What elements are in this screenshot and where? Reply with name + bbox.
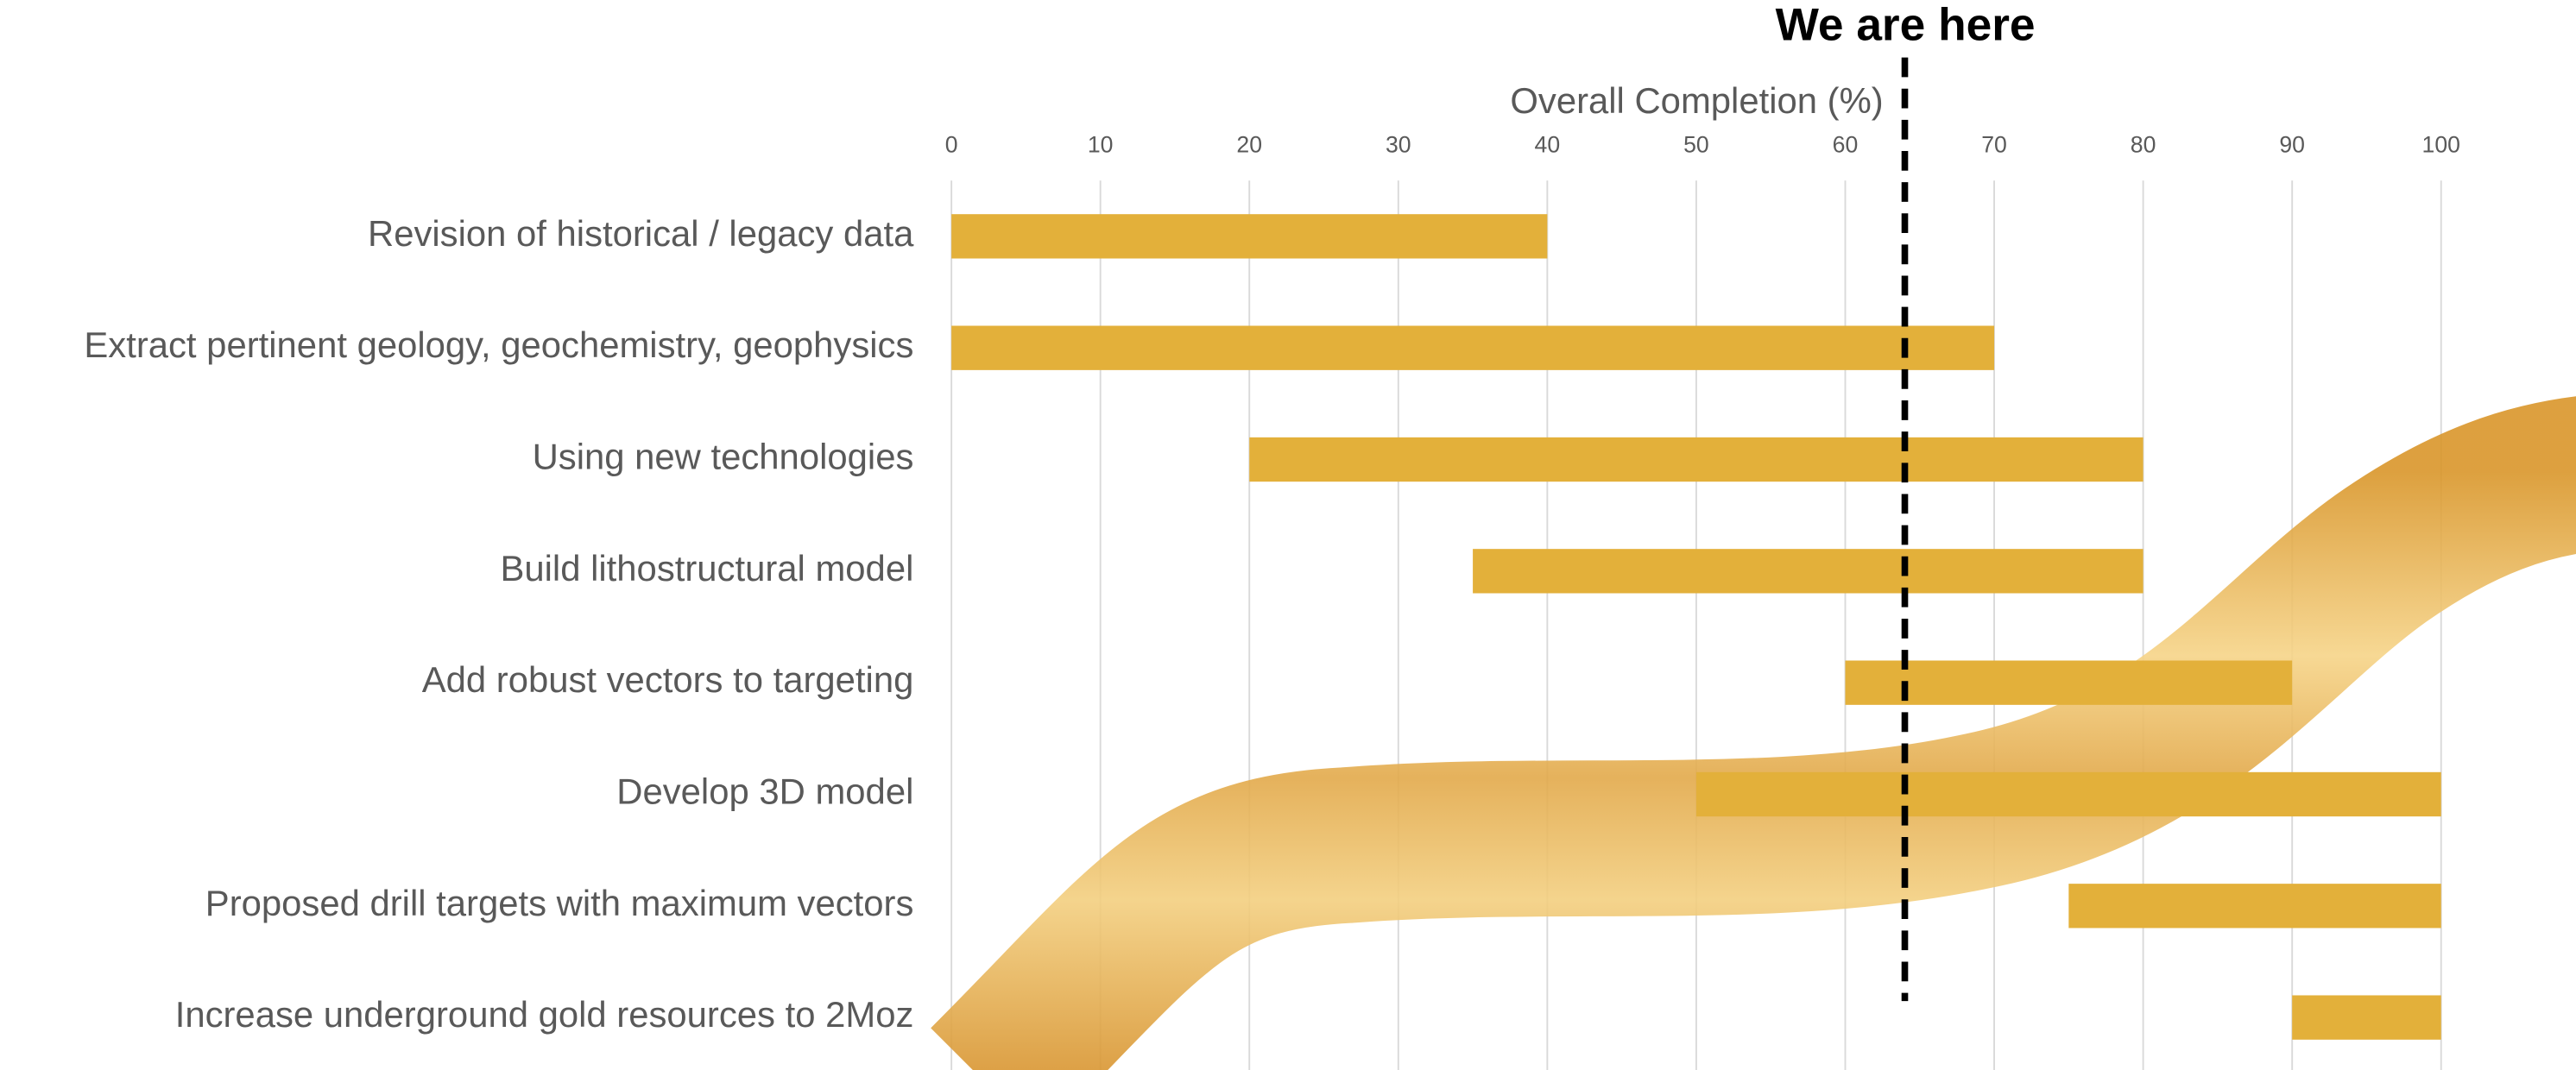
category-label: Proposed drill targets with maximum vect… [205, 883, 914, 923]
x-tick-label: 20 [1236, 131, 1262, 157]
x-tick-label: 60 [1833, 131, 1859, 157]
x-tick-label: 0 [945, 131, 958, 157]
category-label: Using new technologies [533, 437, 914, 477]
axis-title: Overall Completion (%) [1510, 80, 1883, 121]
bar [951, 325, 1995, 370]
x-tick-label: 100 [2422, 131, 2460, 157]
x-tick-label: 90 [2279, 131, 2305, 157]
category-label: Add robust vectors to targeting [422, 659, 914, 700]
x-tick-label: 70 [1981, 131, 2007, 157]
gold-ribbon [931, 396, 2576, 1070]
bar [1695, 771, 2441, 817]
category-label: Revision of historical / legacy data [368, 213, 914, 254]
bar [1249, 437, 2144, 482]
category-label: Build lithostructural model [500, 548, 913, 588]
x-tick-label: 50 [1683, 131, 1709, 157]
x-tick-label: 10 [1088, 131, 1114, 157]
category-label: Develop 3D model [616, 771, 913, 812]
x-tick-label: 40 [1535, 131, 1561, 157]
bar [951, 214, 1548, 259]
bar [2292, 995, 2441, 1040]
bar [2068, 884, 2441, 928]
bar [1473, 549, 2144, 594]
bars [951, 214, 2441, 1040]
category-label: Extract pertinent geology, geochemistry,… [84, 324, 913, 365]
x-tick-label: 30 [1386, 131, 1411, 157]
bar [1845, 660, 2293, 705]
x-tick-label: 80 [2131, 131, 2156, 157]
category-label: Increase underground gold resources to 2… [175, 994, 914, 1035]
annotation: We are here [1776, 0, 2036, 50]
